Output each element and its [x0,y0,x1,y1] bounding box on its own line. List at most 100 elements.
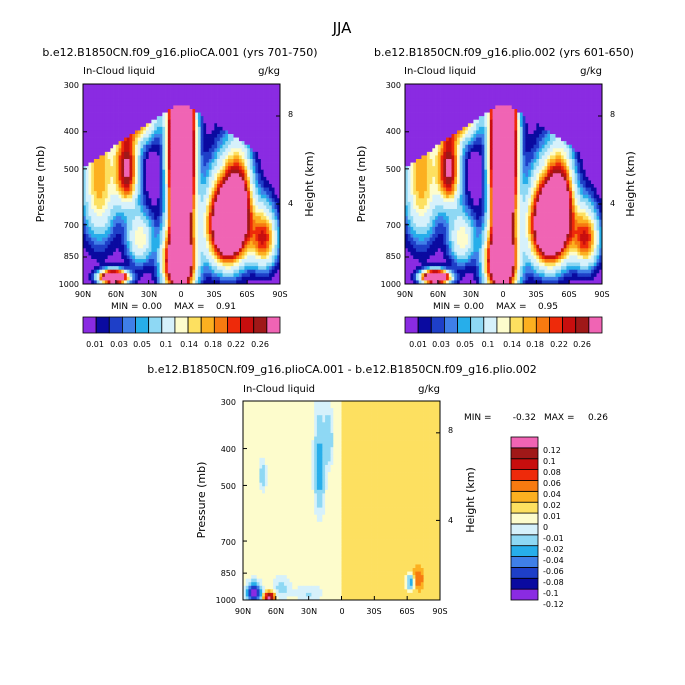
contour-cell [143,280,147,285]
contour-cell [195,87,199,92]
contour-cell [121,194,125,199]
contour-cell [178,259,182,263]
contour-cell [118,184,122,188]
contour-cell [121,216,125,221]
contour-cell [96,244,100,249]
contour-cell [151,191,155,196]
contour-cell [266,266,270,271]
contour-cell [167,223,171,228]
contour-cell [230,269,234,274]
contour-cell [134,259,139,263]
contour-cell [162,101,166,106]
contour-cell [186,234,191,238]
contour-cell [102,91,106,96]
contour-cell [203,184,207,188]
contour-cell [124,144,128,149]
contour-cell [197,237,202,242]
contour-cell [129,94,133,99]
contour-cell [222,241,226,246]
contour-cell [492,84,496,88]
contour-cell [195,216,199,221]
contour-cell [252,162,256,167]
contour-cell [495,123,499,128]
contour-cell [137,244,141,249]
contour-cell [241,259,245,263]
contour-cell [511,91,515,96]
contour-cell [574,116,578,121]
contour-cell [162,130,166,135]
contour-cell [184,237,188,242]
contour-cell [129,201,133,206]
contour-cell [500,98,504,103]
contour-cell [544,91,548,96]
contour-cell [263,151,267,156]
contour-cell [247,251,251,256]
contour-cell [124,159,128,163]
contour-cell [271,176,275,181]
contour-cell [93,230,98,235]
contour-cell [184,169,188,174]
panel-1-stats: MIN = 0.00 MAX = 0.91 [111,302,236,312]
contour-cell [121,259,125,263]
contour-cell [167,105,171,110]
contour-cell [588,123,592,128]
contour-cell [249,194,253,199]
contour-cell [107,112,111,117]
contour-cell [514,112,518,117]
contour-cell [96,273,100,278]
contour-cell [244,259,248,263]
contour-cell [134,216,139,221]
contour-cell [167,101,171,106]
contour-cell [225,198,229,203]
contour-cell [137,176,141,181]
contour-cell [121,105,125,110]
contour-cell [99,259,103,263]
contour-cell [435,119,439,124]
contour-cell [159,91,163,96]
contour-cell [178,130,182,135]
contour-cell [148,166,152,171]
contour-cell [236,84,240,88]
contour-cell [195,237,199,242]
contour-cell [230,205,234,210]
contour-cell [88,276,92,281]
contour-cell [121,226,125,231]
contour-cell [277,126,281,131]
contour-cell [186,262,191,267]
contour-cell [91,155,95,160]
contour-cell [203,112,207,117]
contour-cell [241,173,245,178]
contour-cell [208,198,212,203]
contour-cell [91,94,95,99]
contour-cell [596,101,600,106]
contour-cell [208,105,212,110]
contour-cell [110,184,114,188]
contour-cell [178,251,182,256]
contour-cell [271,259,275,263]
contour-cell [269,180,273,185]
contour-cell [228,269,232,274]
contour-cell [83,112,87,117]
contour-cell [189,176,193,181]
contour-cell [446,116,450,121]
contour-cell [247,248,251,253]
contour-cell [219,116,223,121]
contour-cell [222,244,226,249]
colorbar-swatch [213,316,228,334]
contour-cell [274,148,278,153]
contour-cell [217,105,221,110]
contour-cell [107,91,111,96]
contour-cell [277,180,281,185]
contour-cell [102,119,106,124]
contour-cell [88,94,92,99]
contour-cell [181,194,185,199]
contour-cell [137,184,141,188]
contour-cell [184,273,188,278]
contour-cell [181,134,185,138]
contour-cell [165,94,169,99]
contour-cell [99,137,103,142]
contour-cell [255,244,259,249]
contour-cell [255,205,259,210]
contour-cell [151,109,155,113]
contour-cell [107,137,111,142]
